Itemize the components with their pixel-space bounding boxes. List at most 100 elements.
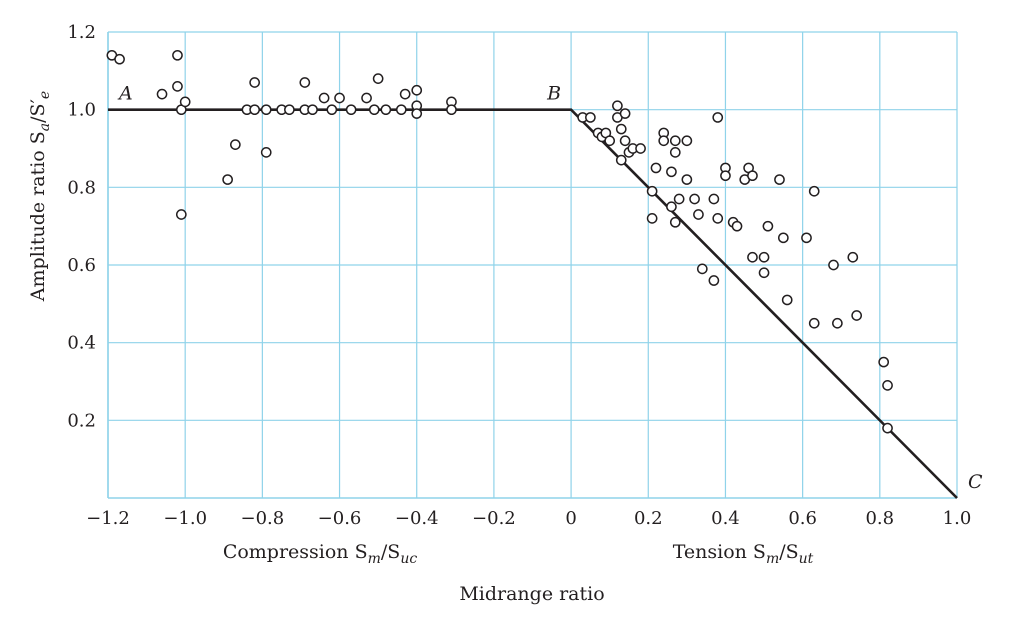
data-point-16 — [284, 104, 295, 116]
y-tick-label-0: 0.2 — [67, 410, 96, 431]
data-point-30 — [411, 84, 423, 96]
x-tick-label-3: −0.6 — [318, 508, 362, 529]
data-point-91 — [878, 356, 890, 368]
data-point-82 — [777, 232, 789, 244]
data-point-86 — [808, 317, 820, 329]
data-point-12 — [249, 104, 260, 116]
data-point-90 — [851, 310, 863, 321]
data-point-85 — [808, 185, 820, 197]
data-point-22 — [334, 92, 345, 104]
x-tick-label-9: 0.6 — [788, 508, 817, 529]
data-point-23 — [345, 104, 357, 116]
x-tick-label-2: −0.8 — [241, 508, 285, 529]
data-point-8 — [222, 174, 233, 185]
y-axis-title: Amplitude ratio Sa/S′e — [27, 91, 53, 302]
y-tick-label-1: 0.4 — [67, 333, 96, 354]
annotation-b: B — [546, 83, 561, 105]
data-point-68 — [712, 112, 724, 123]
data-point-11 — [249, 77, 260, 88]
data-point-2 — [172, 49, 183, 61]
data-point-21 — [326, 104, 338, 116]
data-point-28 — [395, 104, 407, 116]
annotation-c: C — [968, 471, 983, 493]
data-point-26 — [372, 73, 384, 84]
data-point-61 — [681, 135, 693, 147]
data-point-67 — [708, 275, 720, 286]
data-point-48 — [615, 154, 627, 166]
y-tick-label-3: 0.8 — [67, 177, 96, 198]
data-point-88 — [832, 317, 843, 329]
data-point-84 — [801, 232, 812, 244]
data-point-36 — [585, 112, 596, 123]
data-point-6 — [179, 96, 191, 108]
x-tick-label-6: 0 — [565, 508, 576, 529]
data-point-17 — [299, 77, 311, 88]
data-point-77 — [747, 251, 758, 263]
data-point-80 — [762, 220, 774, 232]
data-point-60 — [673, 193, 685, 205]
data-point-51 — [646, 213, 658, 224]
data-point-62 — [681, 174, 693, 185]
data-point-83 — [781, 294, 793, 306]
data-point-44 — [619, 108, 631, 119]
data-point-57 — [669, 135, 681, 147]
x-axis-title: Midrange ratio — [459, 583, 604, 605]
data-point-34 — [446, 104, 457, 116]
data-point-63 — [689, 193, 700, 205]
x-tick-label-7: 0.2 — [634, 508, 663, 529]
y-tick-label-5: 1.2 — [67, 22, 96, 43]
data-point-50 — [646, 185, 658, 197]
x-tick-label-4: −0.4 — [395, 508, 439, 529]
compression-label: Compression Sm/Suc — [223, 541, 418, 567]
data-point-13 — [260, 104, 272, 116]
data-point-79 — [758, 251, 770, 263]
data-point-89 — [847, 251, 859, 263]
data-point-73 — [731, 220, 743, 232]
data-points — [106, 49, 893, 434]
x-tick-label-5: −0.2 — [472, 508, 516, 529]
x-tick-label-0: −1.2 — [86, 508, 130, 529]
data-point-81 — [774, 174, 785, 185]
data-point-29 — [399, 88, 411, 100]
failure-line — [108, 108, 958, 499]
data-point-4 — [172, 81, 183, 92]
data-point-55 — [666, 166, 677, 178]
y-tick-labels: 0.2 0.4 0.6 0.8 1.0 1.2 — [67, 22, 96, 431]
data-point-9 — [230, 139, 241, 150]
data-point-32 — [411, 108, 423, 119]
data-point-1 — [114, 53, 125, 65]
data-point-69 — [712, 213, 724, 224]
data-point-3 — [156, 88, 168, 100]
x-tick-label-11: 1.0 — [943, 508, 972, 529]
data-point-65 — [696, 263, 708, 275]
data-point-64 — [693, 209, 704, 220]
data-point-24 — [361, 92, 372, 104]
data-point-71 — [720, 170, 731, 182]
annotation-a: A — [117, 83, 133, 105]
data-point-45 — [619, 135, 631, 147]
data-point-93 — [882, 422, 893, 434]
x-tick-label-1: −1.0 — [163, 508, 207, 529]
data-point-27 — [380, 104, 392, 116]
data-point-40 — [604, 135, 616, 147]
data-point-87 — [828, 259, 839, 271]
data-point-43 — [615, 123, 627, 135]
data-point-59 — [669, 216, 681, 228]
point-annotations: A B C — [117, 83, 983, 493]
data-point-7 — [175, 209, 187, 220]
x-tick-label-10: 0.8 — [865, 508, 894, 529]
data-point-56 — [666, 201, 677, 213]
data-point-92 — [882, 380, 893, 391]
data-point-14 — [260, 147, 272, 158]
data-point-52 — [650, 162, 662, 174]
y-tick-label-2: 0.6 — [67, 255, 96, 276]
data-point-76 — [747, 170, 758, 182]
x-tick-labels: −1.2 −1.0 −0.8 −0.6 −0.4 −0.2 0 0.2 0.4 0.6 0.8 1.0 — [86, 508, 971, 529]
x-tick-label-8: 0.4 — [711, 508, 740, 529]
data-point-78 — [758, 267, 770, 279]
data-point-49 — [635, 143, 646, 154]
data-point-41 — [612, 100, 623, 112]
data-point-25 — [368, 104, 380, 116]
data-point-19 — [307, 104, 318, 116]
